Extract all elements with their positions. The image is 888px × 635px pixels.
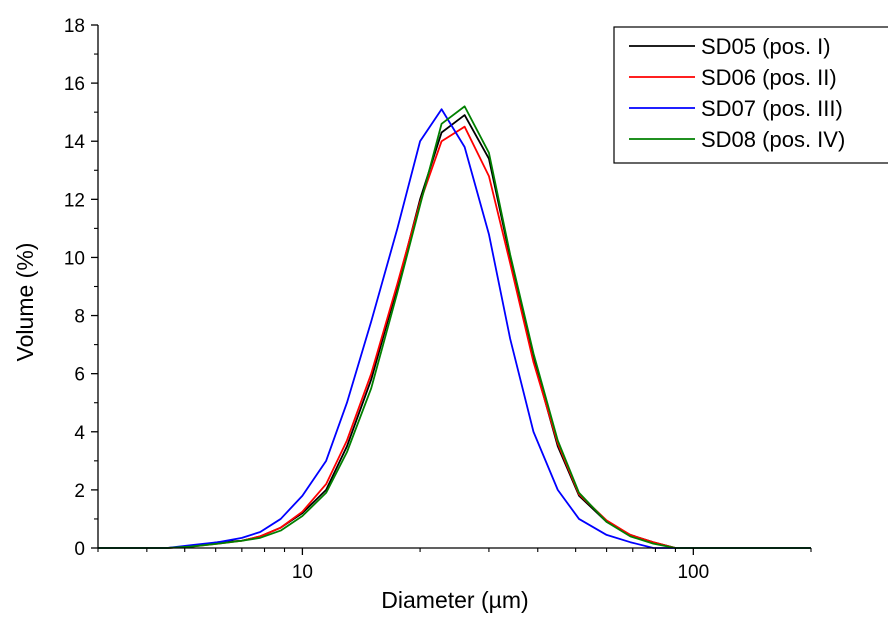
legend-label: SD05 (pos. I) [701, 34, 831, 59]
y-tick-label: 12 [64, 190, 85, 211]
series-line-1 [98, 114, 811, 549]
legend-box [613, 26, 888, 164]
series-layer [98, 105, 811, 549]
legend: SD05 (pos. I) SD06 (pos. II) SD07 (pos. II… [613, 26, 888, 164]
series-line-4 [98, 105, 811, 549]
x-ticks: 10 100 [97, 548, 812, 583]
y-tick-label: 18 [64, 16, 85, 37]
legend-label: SD08 (pos. IV) [701, 127, 845, 152]
plot-area: 0 2 4 6 8 10 12 14 16 18 10 100 [64, 16, 812, 583]
x-axis-title: Diameter (µm) [381, 587, 528, 613]
y-tick-label: 8 [74, 307, 85, 328]
legend-label: SD06 (pos. II) [701, 65, 837, 90]
legend-label: SD07 (pos. III) [701, 96, 843, 121]
y-tick-label: 4 [74, 423, 85, 444]
y-axis-title: Volume (%) [12, 243, 38, 362]
y-tick-label: 10 [64, 248, 85, 269]
y-tick-label: 6 [74, 365, 85, 386]
y-tick-label: 14 [64, 132, 86, 153]
series-line-3 [98, 108, 811, 549]
series-line-2 [98, 125, 811, 549]
y-tick-label: 16 [64, 74, 85, 95]
y-ticks: 0 2 4 6 8 10 12 14 16 18 [64, 16, 98, 560]
x-tick-label: 10 [292, 562, 313, 583]
y-tick-label: 2 [74, 481, 85, 502]
y-tick-label: 0 [74, 539, 85, 560]
x-tick-label: 100 [677, 562, 709, 583]
